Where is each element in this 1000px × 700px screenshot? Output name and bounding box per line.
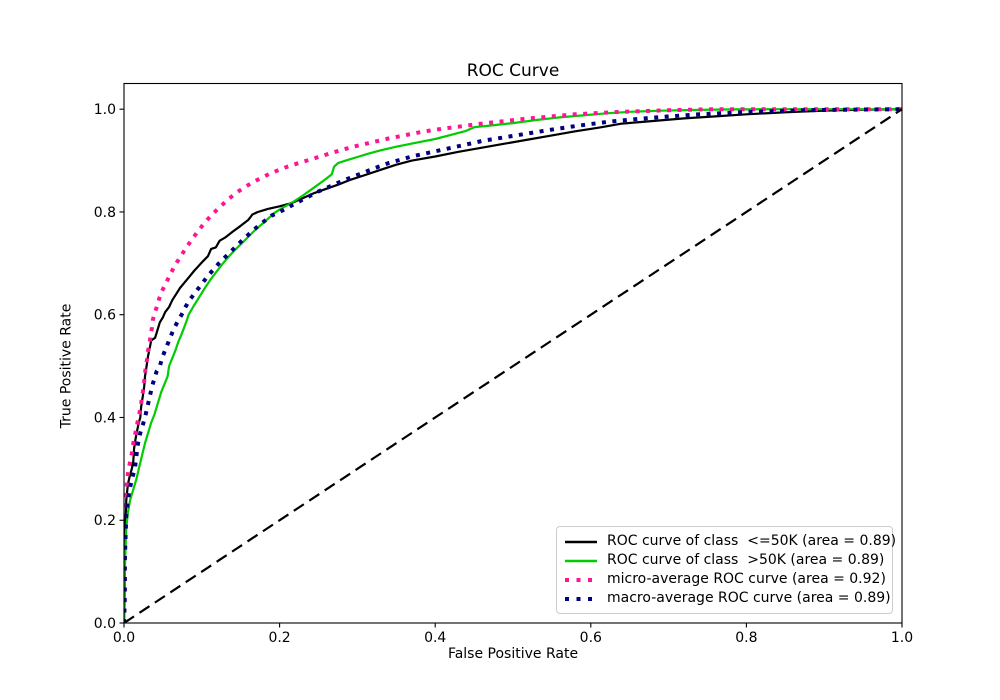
y-tick-label: 0.2	[94, 513, 116, 529]
legend-label: ROC curve of class >50K (area = 0.89)	[607, 552, 885, 568]
x-tick-label: 0.2	[268, 630, 290, 646]
legend-label: ROC curve of class <=50K (area = 0.89)	[607, 533, 897, 549]
chart-title: ROC Curve	[466, 61, 560, 81]
y-tick-label: 1.0	[94, 102, 116, 118]
plot-border	[123, 82, 903, 624]
legend-entry-curve-class-le50K: ROC curve of class <=50K (area = 0.89)	[564, 532, 896, 551]
y-tick-label: 0.4	[94, 410, 116, 426]
legend-label: micro-average ROC curve (area = 0.92)	[607, 571, 886, 587]
y-tick-label: 0.6	[94, 308, 116, 324]
x-axis-label: False Positive Rate	[447, 646, 579, 662]
x-tick-label: 0.6	[580, 630, 602, 646]
x-tick-label: 0.4	[424, 630, 446, 646]
y-tick-label: 0.0	[94, 616, 116, 632]
y-axis-label: True Positive Rate	[58, 303, 75, 429]
legend-line-sample	[565, 559, 597, 562]
legend-label: macro-average ROC curve (area = 0.89)	[607, 590, 891, 606]
chance-diagonal	[124, 108, 902, 623]
legend-line-sample	[565, 596, 597, 601]
legend: ROC curve of class <=50K (area = 0.89) RO…	[556, 526, 896, 614]
legend-entry-curve-macro-average: macro-average ROC curve (area = 0.89)	[564, 589, 891, 608]
curve-micro-average	[124, 107, 902, 623]
x-tick-label: 0.8	[735, 630, 757, 646]
legend-entry-curve-micro-average: micro-average ROC curve (area = 0.92)	[564, 570, 886, 589]
legend-line-sample	[565, 540, 597, 543]
curve-macro-average	[124, 107, 902, 623]
y-tick-label: 0.8	[94, 205, 116, 221]
x-tick-label: 0.0	[113, 630, 135, 646]
legend-entry-curve-class-gt50K: ROC curve of class >50K (area = 0.89)	[564, 551, 884, 570]
legend-line-sample	[565, 577, 597, 582]
x-tick-label: 1.0	[891, 630, 913, 646]
